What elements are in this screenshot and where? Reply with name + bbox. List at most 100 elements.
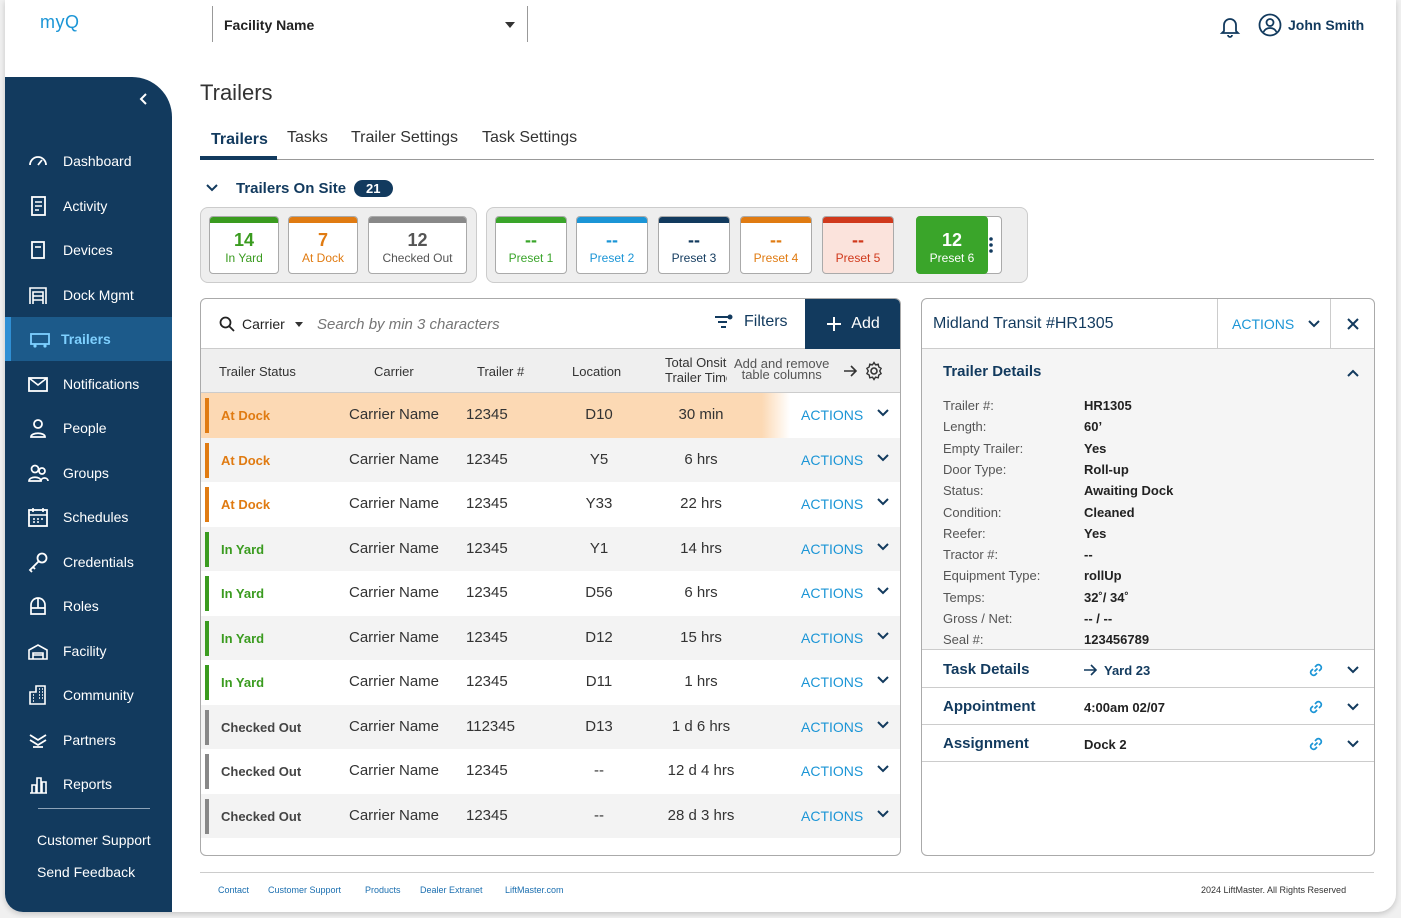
chevron-down-icon[interactable] (877, 452, 889, 464)
close-icon[interactable] (1347, 318, 1359, 330)
filters-button[interactable]: Filters (714, 313, 788, 331)
link-icon[interactable] (1307, 735, 1325, 753)
column-header-location[interactable]: Location (572, 364, 622, 379)
chevron-down-icon[interactable] (1347, 738, 1359, 750)
chevron-down-icon[interactable] (877, 541, 889, 553)
assignment-section[interactable]: Assignment Dock 2 (922, 724, 1374, 762)
sidebar-item-people[interactable]: People (5, 406, 172, 450)
cell-location: D12 (585, 628, 613, 646)
sidebar-item-credentials[interactable]: Credentials (5, 540, 172, 584)
gear-icon[interactable] (864, 361, 884, 381)
column-header-trailer[interactable]: Trailer # (477, 364, 525, 379)
table-row[interactable]: At Dock Carrier Name 12345 Y5 6 hrs ACTIONS (201, 437, 900, 482)
add-trailer-button[interactable]: Add (805, 299, 900, 349)
bell-icon[interactable] (1218, 14, 1242, 38)
footer-link-dealer[interactable]: Dealer Extranet (420, 885, 483, 895)
search-field-select[interactable]: Carrier (242, 316, 303, 332)
sidebar-item-reports[interactable]: Reports (5, 762, 172, 806)
user-menu[interactable]: John Smith (1258, 12, 1364, 38)
row-actions-button[interactable]: ACTIONS (801, 585, 864, 601)
status-card-3[interactable]: 12 Checked Out (368, 216, 467, 274)
table-row[interactable]: At Dock Carrier Name 12345 Y33 22 hrs ACTIONS (201, 482, 900, 527)
chevron-down-icon[interactable] (877, 585, 889, 597)
chevron-down-icon[interactable] (1347, 701, 1359, 713)
row-actions-button[interactable]: ACTIONS (801, 718, 864, 735)
myq-logo[interactable]: myQ (40, 12, 80, 33)
sidebar-item-community[interactable]: Community (5, 673, 172, 717)
row-actions-button[interactable]: ACTIONS (801, 763, 864, 779)
preset-card-5[interactable]: -- Preset 5 (822, 216, 894, 274)
collapse-sidebar-icon[interactable] (137, 92, 151, 106)
row-actions-button[interactable]: ACTIONS (801, 496, 864, 512)
table-row[interactable]: In Yard Carrier Name 12345 Y1 14 hrs ACTIONS (201, 526, 900, 571)
table-row[interactable]: Checked Out Carrier Name 112345 D13 1 d 6 hr… (201, 704, 900, 749)
column-header-status[interactable]: Trailer Status (219, 364, 296, 379)
sidebar-item-roles[interactable]: Roles (5, 584, 172, 628)
link-icon[interactable] (1307, 698, 1325, 716)
chevron-down-icon[interactable] (877, 496, 889, 508)
preset-card-4[interactable]: -- Preset 4 (740, 216, 812, 274)
preset-card-3[interactable]: -- Preset 3 (658, 216, 730, 274)
sidebar-item-notifications[interactable]: Notifications (5, 362, 172, 406)
cell-onsite-time: 28 d 3 hrs (667, 806, 735, 824)
cell-onsite-time: 14 hrs (680, 539, 722, 557)
sidebar-item-partners[interactable]: Partners (5, 718, 172, 762)
trailers-onsite-toggle[interactable]: Trailers On Site 21 (200, 176, 393, 200)
link-icon[interactable] (1307, 661, 1325, 679)
search-input[interactable] (317, 313, 617, 335)
sidebar-item-trailers[interactable]: Trailers (5, 317, 172, 361)
detail-field-label: Status: (943, 483, 984, 499)
footer-link-support[interactable]: Customer Support (268, 885, 342, 895)
footer-link-contact[interactable]: Contact (218, 885, 250, 895)
tab-task-settings[interactable]: Task Settings (482, 129, 578, 146)
footer-link-liftmaster[interactable]: LiftMaster.com (505, 885, 564, 895)
sidebar-item-dock-mgmt[interactable]: Dock Mgmt (5, 273, 172, 317)
chevron-down-icon[interactable] (877, 763, 889, 775)
row-actions-button[interactable]: ACTIONS (801, 451, 864, 468)
task-details-section[interactable]: Task Details Yard 23 (922, 649, 1374, 687)
chevron-down-icon[interactable] (877, 630, 889, 642)
table-row[interactable]: Checked Out Carrier Name 12345 -- 28 d 3 hrs… (201, 793, 900, 838)
row-actions-button[interactable]: ACTIONS (801, 407, 864, 423)
table-body: At Dock Carrier Name 12345 D10 30 min ACTIONS… (201, 393, 900, 855)
preset-card-1[interactable]: -- Preset 1 (495, 216, 567, 274)
facility-select[interactable]: Facility Name (212, 6, 528, 42)
appointment-section[interactable]: Appointment 4:00am 02/07 (922, 687, 1374, 724)
chevron-down-icon[interactable] (1347, 664, 1359, 676)
preset-card-2[interactable]: -- Preset 2 (576, 216, 648, 274)
chevron-down-icon[interactable] (877, 407, 889, 419)
table-row[interactable]: In Yard Carrier Name 12345 D56 6 hrs ACTIONS (201, 571, 900, 616)
table-row[interactable]: Checked Out Carrier Name 12345 -- 12 d 4 hrs… (201, 749, 900, 794)
row-actions-button[interactable]: ACTIONS (801, 807, 864, 824)
sidebar-item-label: Facility (63, 642, 107, 659)
column-header-carrier[interactable]: Carrier (374, 364, 414, 379)
sidebar-item-activity[interactable]: Activity (5, 184, 172, 228)
tab-tasks[interactable]: Tasks (287, 129, 328, 146)
customer-support-link[interactable]: Customer Support (37, 832, 151, 848)
detail-actions-button[interactable]: ACTIONS (1232, 316, 1320, 332)
chevron-down-icon[interactable] (877, 808, 889, 820)
row-actions-button[interactable]: ACTIONS (801, 674, 864, 690)
preset-card-6[interactable]: 12 Preset 6 (916, 216, 988, 274)
column-header-total-onsite[interactable]: Total Onsite Trailer Time (665, 355, 727, 389)
footer-link-products[interactable]: Products (365, 885, 401, 895)
status-card-2[interactable]: 7 At Dock (288, 216, 358, 274)
status-card-1[interactable]: 14 In Yard (209, 216, 279, 274)
sidebar-item-dashboard[interactable]: Dashboard (5, 139, 172, 183)
row-actions-button[interactable]: ACTIONS (801, 540, 864, 557)
chevron-up-icon[interactable] (1347, 367, 1359, 379)
assignment-heading: Assignment (943, 735, 1029, 752)
table-row[interactable]: In Yard Carrier Name 12345 D12 15 hrs ACTIONS (201, 615, 900, 660)
table-row[interactable]: At Dock Carrier Name 12345 D10 30 min ACTIONS (201, 393, 900, 438)
tab-trailers[interactable]: Trailers (211, 131, 268, 148)
chevron-down-icon[interactable] (877, 719, 889, 731)
sidebar-item-groups[interactable]: Groups (5, 451, 172, 495)
table-row[interactable]: In Yard Carrier Name 12345 D11 1 hrs ACTIONS (201, 660, 900, 705)
chevron-down-icon[interactable] (877, 674, 889, 686)
sidebar-item-facility[interactable]: Facility (5, 629, 172, 673)
send-feedback-link[interactable]: Send Feedback (37, 864, 136, 880)
sidebar-item-devices[interactable]: Devices (5, 228, 172, 272)
row-actions-button[interactable]: ACTIONS (801, 629, 864, 646)
tab-trailer-settings[interactable]: Trailer Settings (351, 129, 458, 146)
sidebar-item-schedules[interactable]: Schedules (5, 495, 172, 539)
